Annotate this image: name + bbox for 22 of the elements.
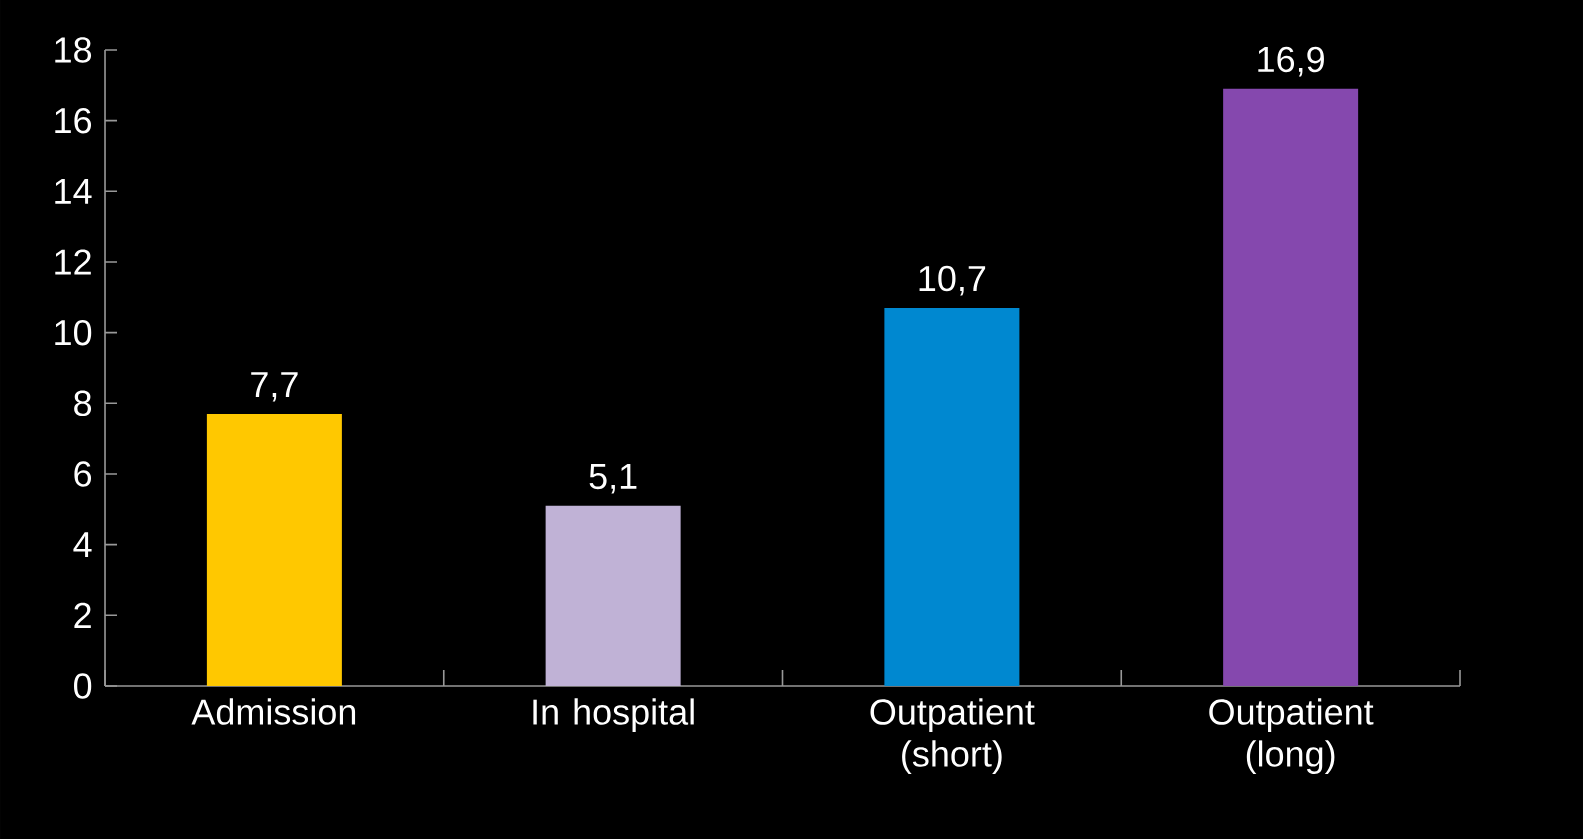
- data-label: 5,1: [589, 464, 637, 494]
- y-tick-label: 18: [55, 37, 92, 63]
- y-tick-label: 10: [55, 319, 92, 346]
- y-tick-label: 6: [74, 461, 92, 487]
- y-tick-label: 2: [74, 602, 91, 628]
- y-tick-label: 16: [55, 107, 92, 134]
- y-tick-label: 8: [74, 390, 92, 417]
- data-label: 16,9: [1258, 46, 1324, 77]
- data-label: 7,7: [251, 372, 298, 402]
- x-tick-label: Outpatient (short): [870, 698, 1035, 774]
- bar: [884, 307, 1020, 686]
- x-tick-label: Outpatient (long): [1209, 698, 1374, 774]
- y-tick-label: 14: [55, 178, 92, 204]
- bar: [206, 413, 342, 686]
- data-label: 10,7: [919, 265, 986, 296]
- y-tick-label: 12: [55, 249, 91, 275]
- x-tick-label: Admission: [191, 698, 356, 725]
- y-tick-label: 0: [74, 673, 92, 699]
- bar: [1223, 88, 1359, 686]
- y-tick-label: 4: [73, 532, 92, 558]
- x-tick-label: In hospital: [533, 698, 694, 732]
- bar: [545, 505, 681, 686]
